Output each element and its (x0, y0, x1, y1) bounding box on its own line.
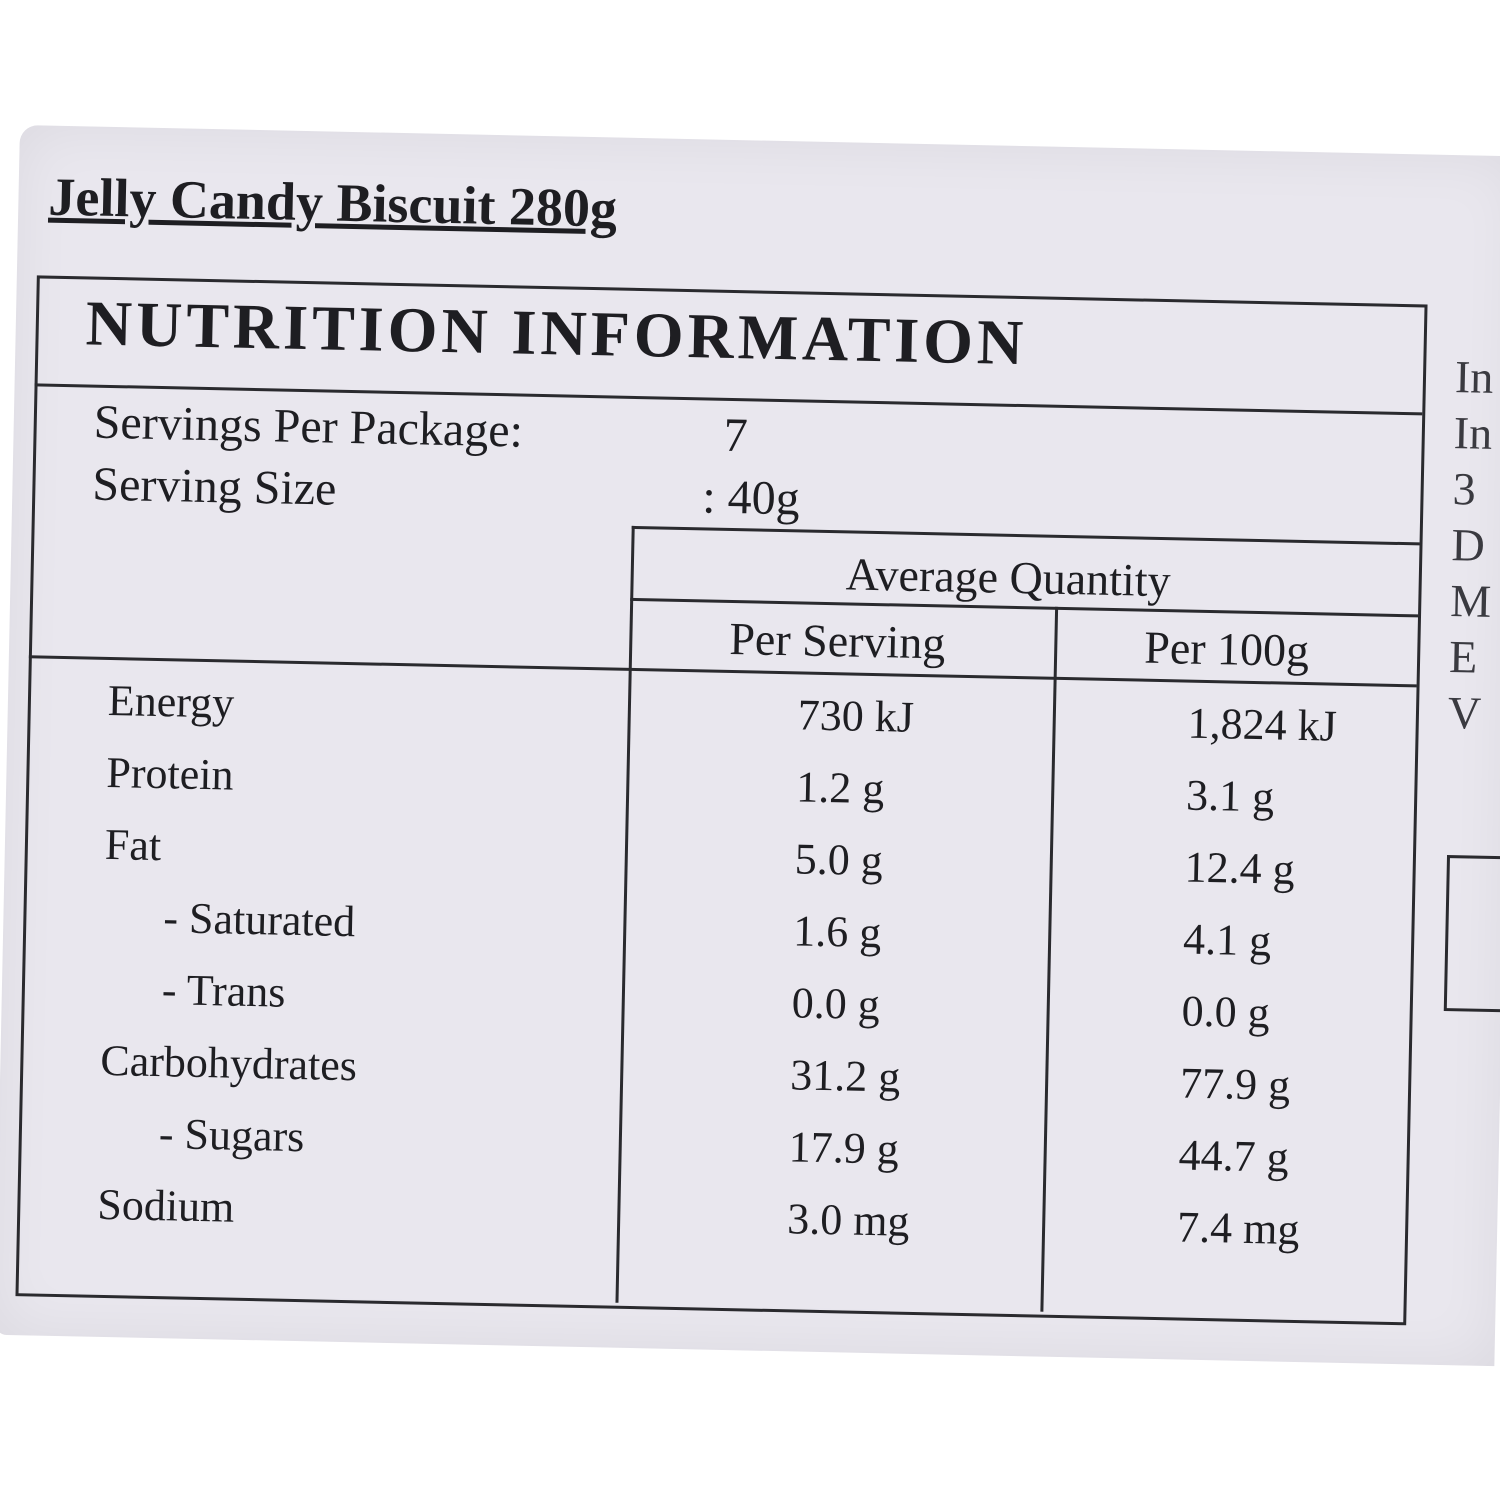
nutrient-value: 12.4 g (1184, 842, 1296, 894)
side-text-fragment: In (1454, 351, 1494, 403)
product-title: Jelly Candy Biscuit 280g (47, 166, 618, 239)
label-sheet: Jelly Candy Biscuit 280g NUTRITION INFOR… (0, 125, 1500, 1367)
nutrient-name: Energy (107, 675, 235, 728)
nutrient-value: 17.9 g (788, 1122, 900, 1174)
column-header: Per Serving (728, 612, 946, 669)
nutrient-name: Carbohydrates (99, 1035, 358, 1091)
nutrient-value: 1,824 kJ (1187, 698, 1338, 751)
column-header: Per 100g (1143, 621, 1310, 677)
nutrient-name: - Saturated (162, 893, 356, 947)
nutrient-value: 31.2 g (789, 1050, 901, 1102)
nutrient-value: 7.4 mg (1176, 1202, 1300, 1255)
nutrient-value: 1.6 g (792, 906, 882, 958)
side-text-fragment: V (1447, 687, 1482, 739)
nutrient-name: - Sugars (158, 1109, 305, 1162)
nutrient-value: 77.9 g (1179, 1058, 1291, 1110)
side-text-fragment: D (1450, 519, 1486, 571)
nutrient-name: Fat (104, 819, 162, 871)
nutrient-value: 44.7 g (1178, 1130, 1290, 1182)
serving-label: Servings Per Package: (93, 395, 524, 458)
nutrient-value: 3.0 mg (786, 1194, 910, 1246)
nutrient-value: 3.1 g (1185, 770, 1275, 822)
nutrient-value: 730 kJ (797, 690, 915, 742)
serving-label: Serving Size (91, 457, 337, 516)
serving-value: 7 (723, 408, 749, 463)
nutrient-value: 0.0 g (791, 978, 881, 1030)
nutrient-value: 1.2 g (795, 762, 885, 814)
nutrient-name: - Trans (161, 965, 286, 1017)
side-text-fragment: M (1449, 575, 1492, 627)
nutrient-name: Sodium (96, 1179, 235, 1232)
nutrient-value: 0.0 g (1181, 986, 1271, 1038)
side-box (1443, 855, 1500, 1013)
side-text-fragment: 3 (1452, 463, 1477, 515)
nutrient-name: Protein (105, 747, 235, 800)
group-header: Average Quantity (845, 548, 1172, 607)
side-text-fragment: E (1448, 631, 1478, 683)
nutrient-value: 4.1 g (1182, 914, 1272, 966)
serving-value: : 40g (701, 470, 801, 526)
side-text-fragment: In (1453, 407, 1493, 459)
nutrient-value: 5.0 g (794, 834, 884, 886)
